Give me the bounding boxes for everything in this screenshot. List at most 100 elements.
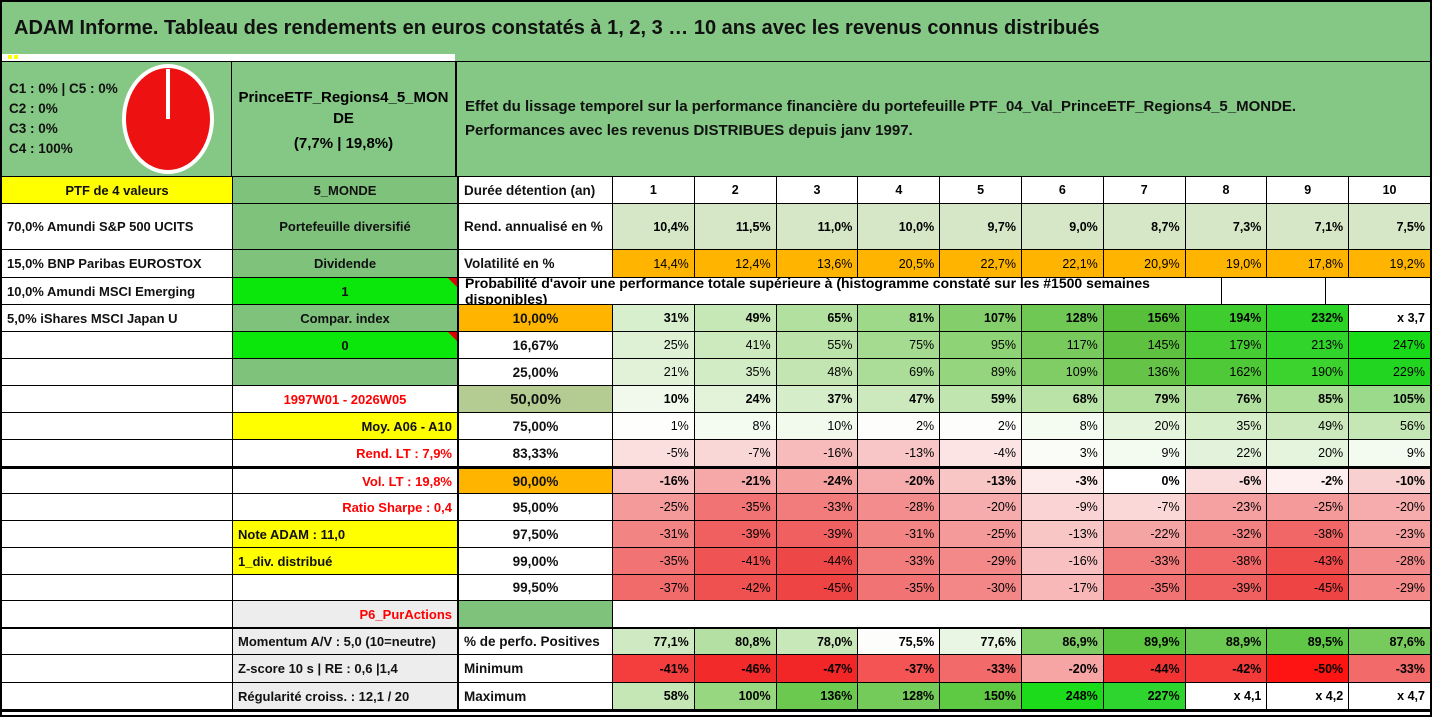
row-label-left[interactable]: [2, 386, 232, 412]
heat-cell[interactable]: -47%: [775, 655, 858, 682]
heat-cell[interactable]: -44%: [1102, 655, 1185, 682]
row-label-mid[interactable]: Momentum A/V : 5,0 (10=neutre): [232, 629, 457, 654]
heat-cell[interactable]: 3%: [1020, 440, 1103, 466]
heat-cell[interactable]: 162%: [1184, 359, 1267, 385]
heat-cell[interactable]: -16%: [775, 440, 858, 466]
heat-cell[interactable]: -33%: [1348, 655, 1430, 682]
row-label-mid[interactable]: Régularité croiss. : 12,1 / 20: [232, 683, 457, 709]
heat-cell[interactable]: -13%: [939, 469, 1021, 493]
heat-cell[interactable]: 117%: [1020, 332, 1103, 358]
heat-cell[interactable]: 100%: [693, 683, 776, 709]
heat-cell[interactable]: 80,8%: [693, 629, 776, 654]
heat-cell[interactable]: 12,4%: [693, 250, 776, 277]
heat-cell[interactable]: -42%: [1184, 655, 1267, 682]
row-label-right[interactable]: 50,00%: [457, 386, 612, 412]
heat-cell[interactable]: 22,1%: [1020, 250, 1103, 277]
heat-cell[interactable]: 2%: [857, 413, 940, 439]
heat-cell[interactable]: -25%: [612, 494, 694, 520]
heat-cell[interactable]: 232%: [1266, 305, 1349, 331]
heat-cell[interactable]: -10%: [1348, 469, 1430, 493]
heat-cell[interactable]: 10%: [612, 386, 694, 412]
heat-cell[interactable]: 41%: [693, 332, 776, 358]
row-label-left[interactable]: [2, 548, 232, 574]
heat-cell[interactable]: 11,0%: [775, 204, 858, 249]
heat-cell[interactable]: -41%: [612, 655, 694, 682]
heat-cell[interactable]: 190%: [1266, 359, 1349, 385]
heat-cell[interactable]: -23%: [1348, 521, 1430, 547]
row-label-left[interactable]: 15,0% BNP Paribas EUROSTOX: [2, 250, 232, 277]
heat-cell[interactable]: x 4,1: [1184, 683, 1267, 709]
heat-cell[interactable]: -3%: [1020, 469, 1103, 493]
heat-cell[interactable]: 194%: [1184, 305, 1267, 331]
row-label-left[interactable]: [2, 332, 232, 358]
heat-cell[interactable]: 20,9%: [1102, 250, 1185, 277]
row-label-left[interactable]: [2, 601, 232, 627]
heat-cell[interactable]: 2: [693, 177, 776, 203]
row-label-right[interactable]: [457, 601, 612, 627]
row-label-left[interactable]: 10,0% Amundi MSCI Emerging: [2, 278, 232, 304]
heat-cell[interactable]: 65%: [775, 305, 858, 331]
heat-cell[interactable]: 9%: [1348, 440, 1430, 466]
heat-cell[interactable]: -7%: [1102, 494, 1185, 520]
heat-cell[interactable]: 4: [857, 177, 940, 203]
heat-cell[interactable]: 13,6%: [775, 250, 858, 277]
description-cell[interactable]: Effet du lissage temporel sur la perform…: [457, 62, 1430, 176]
heat-cell[interactable]: 0%: [1102, 469, 1185, 493]
heat-cell[interactable]: -33%: [857, 548, 940, 574]
heat-cell[interactable]: 7,5%: [1348, 204, 1430, 249]
heat-cell[interactable]: 156%: [1102, 305, 1185, 331]
heat-cell[interactable]: -30%: [939, 575, 1021, 600]
row-label-right[interactable]: 99,00%: [457, 548, 612, 574]
heat-cell[interactable]: -20%: [857, 469, 940, 493]
heat-cell[interactable]: 7,3%: [1184, 204, 1267, 249]
heat-cell[interactable]: -20%: [939, 494, 1021, 520]
heat-cell[interactable]: -46%: [693, 655, 776, 682]
heat-cell[interactable]: -16%: [612, 469, 694, 493]
heat-cell[interactable]: -20%: [1020, 655, 1103, 682]
heat-cell[interactable]: 86,9%: [1020, 629, 1103, 654]
row-label-mid[interactable]: Rend. LT : 7,9%: [232, 440, 457, 466]
heat-cell[interactable]: 17,8%: [1266, 250, 1349, 277]
heat-cell[interactable]: 2%: [939, 413, 1021, 439]
row-label-right[interactable]: Rend. annualisé en %: [457, 204, 612, 249]
heat-cell[interactable]: 31%: [612, 305, 694, 331]
heat-cell[interactable]: 5: [939, 177, 1021, 203]
heat-cell[interactable]: -5%: [612, 440, 694, 466]
heat-cell[interactable]: 1%: [612, 413, 694, 439]
row-label-right[interactable]: % de perfo. Positives: [457, 629, 612, 654]
row-label-left[interactable]: [2, 440, 232, 466]
row-label-mid[interactable]: [232, 575, 457, 600]
heat-cell[interactable]: -16%: [1020, 548, 1103, 574]
row-label-right[interactable]: Volatilité en %: [457, 250, 612, 277]
heat-cell[interactable]: 58%: [612, 683, 694, 709]
heat-cell[interactable]: 22%: [1184, 440, 1267, 466]
row-label-mid[interactable]: Vol. LT : 19,8%: [232, 469, 457, 493]
heat-cell[interactable]: 77,1%: [612, 629, 694, 654]
heat-cell[interactable]: 78,0%: [775, 629, 858, 654]
row-label-left[interactable]: 70,0% Amundi S&P 500 UCITS: [2, 204, 232, 249]
heat-cell[interactable]: 128%: [1020, 305, 1103, 331]
heat-cell[interactable]: 19,2%: [1348, 250, 1430, 277]
heat-cell[interactable]: 1: [612, 177, 694, 203]
heat-cell[interactable]: 24%: [693, 386, 776, 412]
row-label-mid[interactable]: 1: [232, 278, 457, 304]
row-label-left[interactable]: [2, 494, 232, 520]
heat-cell[interactable]: 9,0%: [1020, 204, 1103, 249]
heat-cell[interactable]: -37%: [612, 575, 694, 600]
heat-cell[interactable]: -42%: [693, 575, 776, 600]
heat-cell[interactable]: -25%: [1266, 494, 1349, 520]
heat-cell[interactable]: 8%: [1020, 413, 1103, 439]
heat-cell[interactable]: 35%: [693, 359, 776, 385]
heat-cell[interactable]: x 4,7: [1348, 683, 1430, 709]
heat-cell[interactable]: -20%: [1348, 494, 1430, 520]
heat-cell[interactable]: -6%: [1184, 469, 1267, 493]
allocation-cell[interactable]: C1 : 0% | C5 : 0% C2 : 0% C3 : 0% C4 : 1…: [2, 62, 232, 176]
heat-cell[interactable]: 248%: [1020, 683, 1103, 709]
heat-cell[interactable]: x 3,7: [1348, 305, 1430, 331]
heat-cell[interactable]: -44%: [775, 548, 858, 574]
heat-cell[interactable]: x 4,2: [1266, 683, 1349, 709]
heat-cell[interactable]: -29%: [1348, 575, 1430, 600]
heat-cell[interactable]: 19,0%: [1184, 250, 1267, 277]
heat-cell[interactable]: 47%: [857, 386, 940, 412]
heat-cell[interactable]: -7%: [693, 440, 776, 466]
